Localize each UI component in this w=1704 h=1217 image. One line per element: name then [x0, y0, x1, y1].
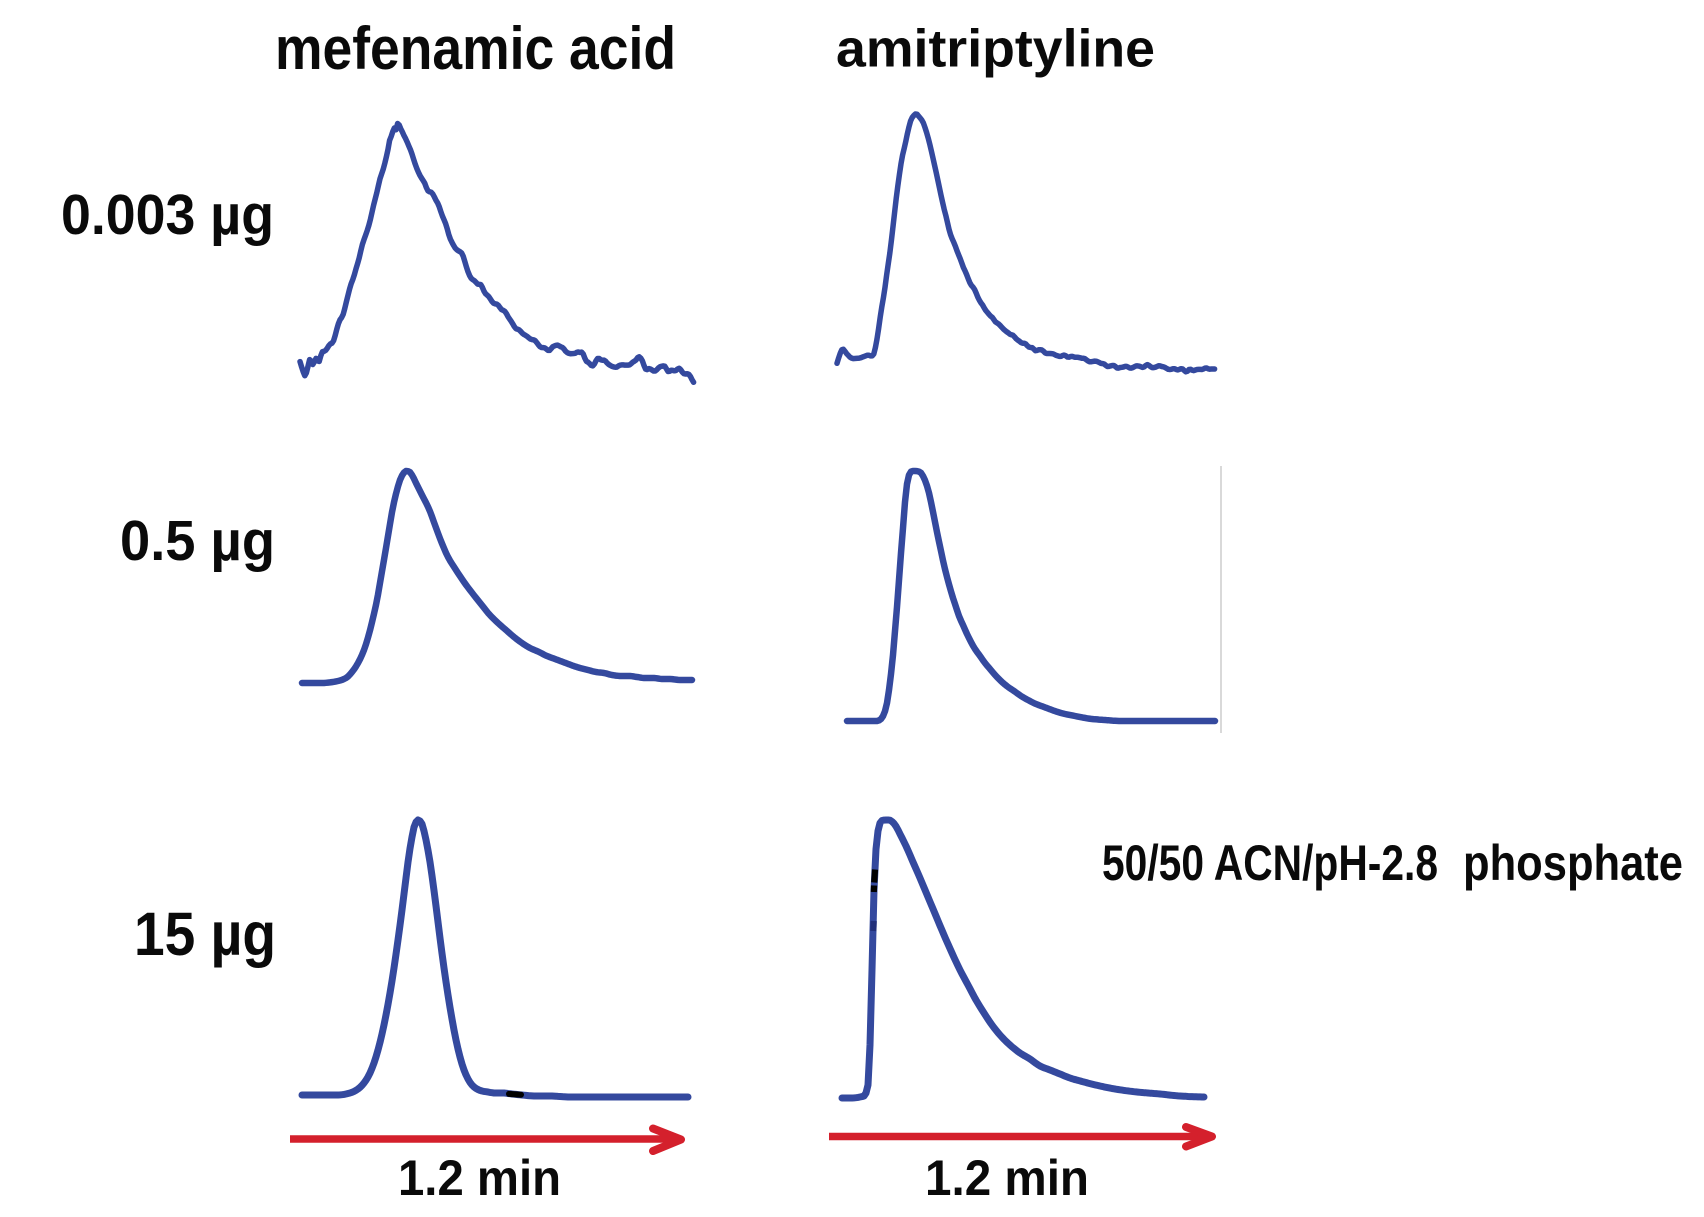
svg-text:1.2 min: 1.2 min — [925, 1150, 1089, 1206]
svg-text:1.2 min: 1.2 min — [398, 1150, 561, 1206]
svg-text:15 µg: 15 µg — [134, 900, 276, 968]
svg-text:0.5 µg: 0.5 µg — [120, 509, 275, 573]
svg-text:0.003 µg: 0.003 µg — [61, 183, 274, 247]
svg-text:50/50 ACN/pH-2.8: 50/50 ACN/pH-2.8 — [1102, 835, 1438, 891]
svg-text:phosphate: phosphate — [1463, 835, 1683, 891]
svg-text:amitriptyline: amitriptyline — [836, 20, 1155, 79]
svg-text:mefenamic acid: mefenamic acid — [275, 15, 676, 82]
